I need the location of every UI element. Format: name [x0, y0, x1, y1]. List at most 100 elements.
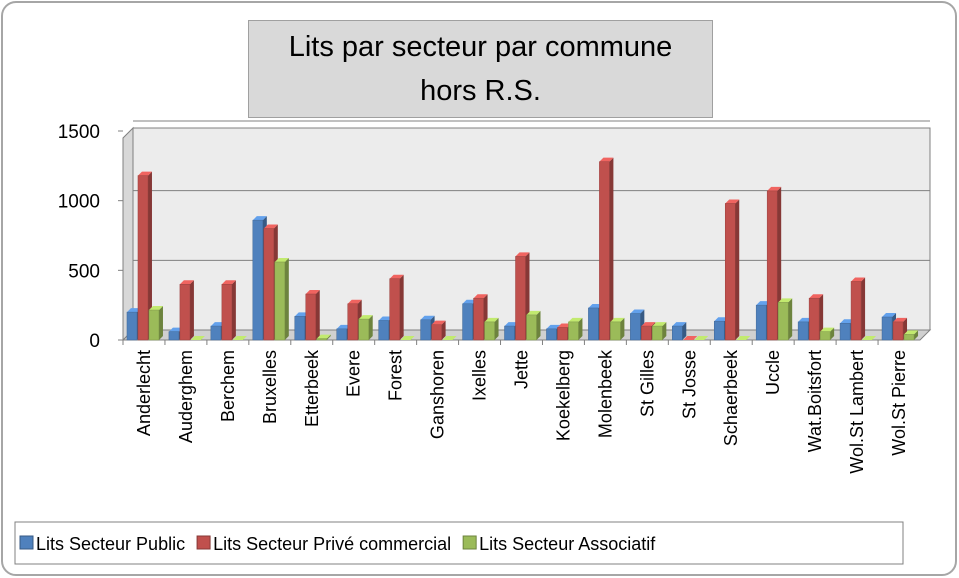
bar	[148, 309, 160, 341]
bar	[126, 311, 138, 341]
bar-top	[904, 330, 919, 335]
bar	[903, 334, 915, 341]
legend-label: Lits Secteur Associatif	[479, 534, 656, 554]
bar	[462, 303, 473, 341]
bar-top	[210, 322, 225, 327]
bar-side	[147, 171, 152, 340]
bar-top	[809, 294, 824, 299]
y-tick-label: 500	[68, 261, 100, 282]
bar-side	[578, 317, 583, 340]
bar-top	[526, 310, 541, 315]
bar	[137, 175, 149, 341]
bar-top	[862, 336, 877, 340]
legend-label: Lits Secteur Public	[36, 534, 185, 554]
bar	[389, 278, 400, 341]
bar-top	[389, 274, 404, 279]
bar-top	[473, 294, 488, 299]
bar-top	[148, 306, 163, 311]
bar-top	[725, 199, 740, 204]
bar-side	[189, 280, 194, 340]
bar-top	[672, 322, 687, 327]
bar	[484, 321, 495, 341]
bar-side	[494, 317, 499, 340]
bar	[431, 324, 442, 341]
bar-top	[568, 317, 583, 322]
x-tick-label: Jette	[512, 350, 532, 389]
x-tick-label: Uccle	[763, 350, 783, 395]
bar	[526, 314, 537, 341]
bar-side	[158, 306, 163, 340]
bar-top	[652, 322, 667, 327]
bar-top	[641, 322, 656, 327]
x-tick-label: Anderlecht	[134, 350, 154, 436]
bar-top	[767, 186, 782, 191]
y-tick-label: 0	[89, 331, 100, 352]
bar-top	[736, 336, 751, 340]
bar	[599, 161, 610, 341]
legend-swatch	[196, 535, 211, 550]
bar	[347, 303, 358, 341]
bar-top	[221, 280, 236, 285]
bar	[610, 321, 621, 341]
x-tick-label: Wol.St Pierre	[889, 350, 909, 456]
bar	[819, 331, 831, 341]
bar-top	[546, 324, 561, 329]
bar-side	[441, 320, 446, 340]
bar-top	[378, 316, 393, 321]
bar-side	[861, 277, 866, 340]
bar	[168, 331, 180, 341]
chart-title: Lits par secteur par commune hors R.S.	[248, 20, 713, 118]
bar	[652, 325, 663, 341]
bar-side	[914, 330, 919, 340]
bar	[850, 281, 862, 341]
bar-top	[347, 299, 362, 304]
bar-side	[609, 157, 614, 340]
bar-top	[610, 317, 625, 322]
bar-top	[599, 157, 614, 162]
bar-top	[820, 327, 835, 332]
bar-side	[315, 290, 320, 340]
bar-top	[694, 336, 709, 340]
legend-label: Lits Secteur Privé commercial	[213, 534, 451, 554]
x-tick-label: Berchem	[218, 350, 238, 422]
bar-top	[294, 312, 309, 317]
x-tick-label: Molenbeek	[595, 349, 615, 438]
y-tick-label: 1000	[58, 192, 100, 213]
bar-top	[515, 252, 530, 257]
bar	[755, 304, 767, 341]
bar	[839, 323, 851, 341]
bar	[630, 313, 641, 341]
bar-top	[263, 224, 278, 229]
bar	[210, 325, 222, 341]
legend-swatch	[462, 535, 477, 550]
bar-side	[830, 327, 835, 340]
x-tick-label: Wol.St Lambert	[847, 350, 867, 474]
bar-top	[168, 327, 183, 332]
bar-top	[431, 320, 446, 325]
bar	[263, 228, 275, 341]
bar	[316, 338, 328, 341]
bar	[179, 284, 191, 341]
x-tick-label: Koekelberg	[553, 350, 573, 441]
bar-top	[630, 309, 645, 314]
x-tick-label: Wat.Boitsfort	[805, 350, 825, 452]
bar-top	[252, 216, 267, 221]
bar	[294, 316, 306, 341]
bar-side	[788, 298, 793, 340]
bar-side	[368, 315, 373, 340]
bar-top	[893, 317, 908, 322]
y-tick-label: 1500	[58, 122, 100, 143]
bar	[797, 321, 809, 341]
bar-top	[358, 315, 373, 320]
bar-top	[336, 324, 351, 329]
bar-side	[326, 334, 331, 340]
bar-top	[683, 336, 698, 340]
bar	[557, 327, 568, 341]
x-tick-label: Ganshoren	[428, 350, 448, 439]
bar-top	[420, 315, 435, 320]
bar	[881, 316, 893, 341]
bar	[641, 325, 652, 341]
bar	[473, 297, 484, 341]
bar-side	[399, 274, 404, 340]
